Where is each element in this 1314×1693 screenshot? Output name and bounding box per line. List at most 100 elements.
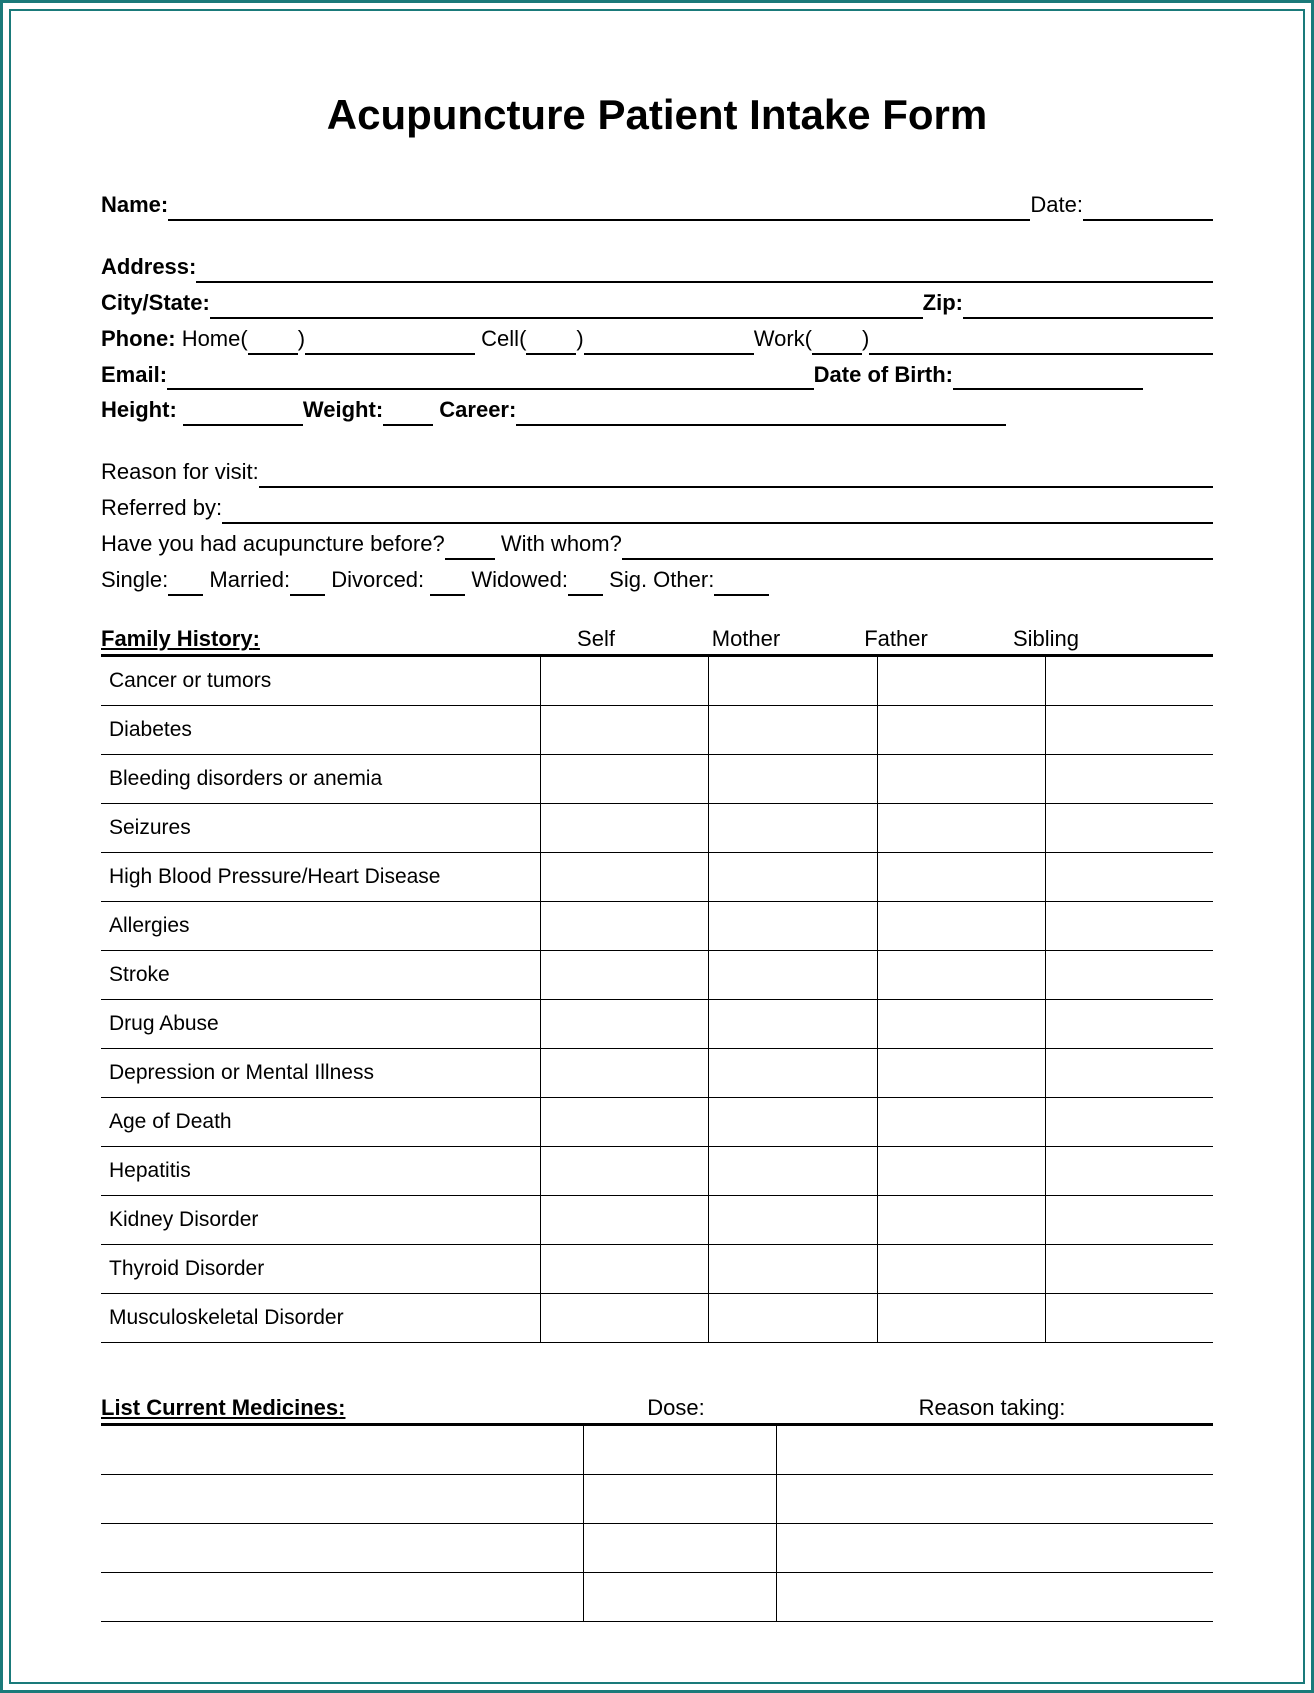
reason-taking-cell[interactable] — [777, 1523, 1214, 1572]
history-cell[interactable] — [541, 1293, 709, 1342]
history-cell[interactable] — [877, 901, 1045, 950]
history-cell[interactable] — [709, 950, 877, 999]
input-city-state[interactable] — [210, 295, 923, 319]
history-cell[interactable] — [877, 754, 1045, 803]
condition-label: Diabetes — [101, 705, 541, 754]
history-cell[interactable] — [877, 705, 1045, 754]
history-cell[interactable] — [877, 656, 1045, 705]
history-cell[interactable] — [1045, 1048, 1213, 1097]
medicine-name-cell[interactable] — [101, 1572, 584, 1621]
dose-cell[interactable] — [584, 1425, 777, 1474]
history-cell[interactable] — [1045, 1195, 1213, 1244]
history-cell[interactable] — [709, 1293, 877, 1342]
history-cell[interactable] — [877, 950, 1045, 999]
table-row — [101, 1474, 1213, 1523]
history-cell[interactable] — [1045, 803, 1213, 852]
input-dob[interactable] — [953, 366, 1143, 390]
history-cell[interactable] — [709, 852, 877, 901]
input-career[interactable] — [516, 402, 1006, 426]
medicines-header: List Current Medicines: Dose: Reason tak… — [101, 1395, 1213, 1425]
input-cell-area[interactable] — [526, 331, 576, 355]
input-height[interactable] — [183, 402, 303, 426]
table-row: High Blood Pressure/Heart Disease — [101, 852, 1213, 901]
history-cell[interactable] — [1045, 1293, 1213, 1342]
history-cell[interactable] — [541, 1097, 709, 1146]
history-cell[interactable] — [541, 1195, 709, 1244]
history-cell[interactable] — [541, 1244, 709, 1293]
medicine-name-cell[interactable] — [101, 1425, 584, 1474]
history-cell[interactable] — [1045, 1244, 1213, 1293]
input-home-area[interactable] — [248, 331, 298, 355]
input-home-num[interactable] — [305, 331, 475, 355]
history-cell[interactable] — [541, 950, 709, 999]
input-reason[interactable] — [259, 464, 1213, 488]
input-had-acu[interactable] — [445, 536, 495, 560]
history-cell[interactable] — [709, 999, 877, 1048]
history-cell[interactable] — [877, 1097, 1045, 1146]
input-widowed[interactable] — [568, 572, 603, 596]
history-cell[interactable] — [541, 803, 709, 852]
history-cell[interactable] — [1045, 1146, 1213, 1195]
history-cell[interactable] — [709, 803, 877, 852]
input-married[interactable] — [290, 572, 325, 596]
input-work-area[interactable] — [812, 331, 862, 355]
input-email[interactable] — [167, 366, 814, 390]
medicine-name-cell[interactable] — [101, 1523, 584, 1572]
reason-taking-cell[interactable] — [777, 1572, 1214, 1621]
input-referred[interactable] — [222, 500, 1213, 524]
input-zip[interactable] — [963, 295, 1213, 319]
history-cell[interactable] — [1045, 999, 1213, 1048]
history-cell[interactable] — [541, 999, 709, 1048]
input-cell-num[interactable] — [584, 331, 754, 355]
history-cell[interactable] — [541, 901, 709, 950]
dose-cell[interactable] — [584, 1523, 777, 1572]
history-cell[interactable] — [877, 852, 1045, 901]
history-cell[interactable] — [877, 803, 1045, 852]
history-cell[interactable] — [541, 656, 709, 705]
history-cell[interactable] — [1045, 754, 1213, 803]
history-cell[interactable] — [709, 901, 877, 950]
input-sig-other[interactable] — [714, 572, 769, 596]
dose-cell[interactable] — [584, 1572, 777, 1621]
history-cell[interactable] — [709, 1048, 877, 1097]
history-cell[interactable] — [1045, 705, 1213, 754]
history-cell[interactable] — [1045, 950, 1213, 999]
history-cell[interactable] — [877, 1293, 1045, 1342]
input-divorced[interactable] — [430, 572, 465, 596]
history-cell[interactable] — [709, 1244, 877, 1293]
history-cell[interactable] — [877, 1244, 1045, 1293]
history-cell[interactable] — [709, 705, 877, 754]
history-cell[interactable] — [877, 999, 1045, 1048]
medicine-name-cell[interactable] — [101, 1474, 584, 1523]
history-cell[interactable] — [541, 1146, 709, 1195]
input-weight[interactable] — [383, 402, 433, 426]
input-with-whom[interactable] — [622, 536, 1213, 560]
reason-taking-cell[interactable] — [777, 1474, 1214, 1523]
history-cell[interactable] — [709, 1097, 877, 1146]
history-cell[interactable] — [877, 1195, 1045, 1244]
history-cell[interactable] — [709, 1146, 877, 1195]
history-cell[interactable] — [1045, 1097, 1213, 1146]
dose-cell[interactable] — [584, 1474, 777, 1523]
history-cell[interactable] — [1045, 656, 1213, 705]
input-name[interactable] — [168, 197, 1030, 221]
input-address[interactable] — [196, 259, 1213, 283]
history-cell[interactable] — [541, 852, 709, 901]
history-cell[interactable] — [877, 1048, 1045, 1097]
input-single[interactable] — [168, 572, 203, 596]
reason-taking-cell[interactable] — [777, 1425, 1214, 1474]
history-cell[interactable] — [709, 1195, 877, 1244]
row-acu-before: Have you had acupuncture before? With wh… — [101, 528, 1213, 560]
input-date[interactable] — [1083, 197, 1213, 221]
history-cell[interactable] — [1045, 901, 1213, 950]
history-cell[interactable] — [709, 656, 877, 705]
history-cell[interactable] — [709, 754, 877, 803]
history-cell[interactable] — [541, 705, 709, 754]
history-cell[interactable] — [541, 754, 709, 803]
history-cell[interactable] — [1045, 852, 1213, 901]
input-work-num[interactable] — [869, 331, 1213, 355]
history-cell[interactable] — [541, 1048, 709, 1097]
history-cell[interactable] — [877, 1146, 1045, 1195]
col-reason-taking: Reason taking: — [771, 1395, 1213, 1421]
label-married: Married: — [203, 564, 290, 596]
